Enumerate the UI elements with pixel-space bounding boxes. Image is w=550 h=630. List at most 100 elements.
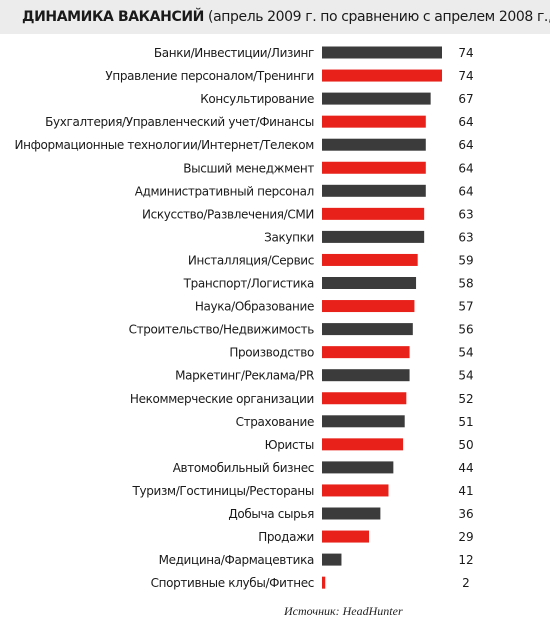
bar bbox=[322, 576, 326, 589]
bar bbox=[322, 115, 426, 128]
category-label: Маркетинг/Реклама/PR bbox=[175, 369, 314, 383]
category-label: Некоммерческие организации bbox=[130, 392, 314, 406]
bar bbox=[322, 184, 426, 197]
category-label: Управление персоналом/Тренинги bbox=[105, 69, 314, 83]
bar-row: Информационные технологии/Интернет/Телек… bbox=[14, 138, 473, 152]
bar bbox=[322, 92, 431, 105]
bar-row: Юристы 50 bbox=[265, 438, 474, 452]
value-label: 52 bbox=[458, 392, 473, 406]
value-label: 56 bbox=[458, 323, 473, 337]
value-label: 67 bbox=[458, 92, 473, 106]
bar bbox=[322, 253, 418, 266]
bar bbox=[322, 553, 342, 566]
bar bbox=[322, 300, 415, 313]
title-bar bbox=[0, 0, 550, 34]
bar-row: Высший менеджмент 64 bbox=[183, 161, 473, 175]
bar-row: Управление персоналом/Тренинги 74 bbox=[105, 69, 473, 83]
category-label: Добыча сырья bbox=[228, 507, 314, 521]
bar bbox=[322, 415, 405, 428]
value-label: 74 bbox=[458, 46, 473, 60]
category-label: Банки/Инвестиции/Лизинг bbox=[154, 46, 314, 60]
category-label: Туризм/Гостиницы/Рестораны bbox=[132, 484, 314, 498]
bar bbox=[322, 46, 442, 59]
category-label: Наука/Образование bbox=[195, 300, 314, 314]
category-label: Инсталляция/Сервис bbox=[188, 253, 314, 267]
category-label: Страхование bbox=[236, 415, 314, 429]
category-label: Производство bbox=[229, 346, 314, 360]
bar-row: Искусство/Развлечения/СМИ 63 bbox=[142, 207, 474, 221]
value-label: 64 bbox=[458, 161, 473, 175]
bar-row: Маркетинг/Реклама/PR 54 bbox=[175, 369, 474, 383]
category-label: Строительство/Недвижимость bbox=[129, 323, 315, 337]
category-label: Высший менеджмент bbox=[183, 161, 314, 175]
value-label: 54 bbox=[458, 369, 473, 383]
bar bbox=[322, 392, 407, 405]
bar-row: Консультирование 67 bbox=[200, 92, 473, 106]
chart-title-line: ДИНАМИКА ВАКАНСИЙ (апрель 2009 г. по сра… bbox=[22, 9, 550, 25]
bar-row: Автомобильный бизнес 44 bbox=[173, 461, 474, 475]
category-label: Юристы bbox=[265, 438, 314, 452]
bar bbox=[322, 277, 417, 289]
bar-row: Продажи 29 bbox=[258, 530, 473, 544]
category-label: Закупки bbox=[264, 230, 314, 244]
bar-row: Транспорт/Логистика 58 bbox=[183, 277, 474, 291]
value-label: 51 bbox=[458, 415, 473, 429]
bar-row: Административный персонал 64 bbox=[135, 184, 474, 198]
bar-row: Бухгалтерия/Управленческий учет/Финансы 6… bbox=[45, 115, 474, 129]
bar-row: Производство 54 bbox=[229, 346, 473, 360]
category-label: Информационные технологии/Интернет/Телек… bbox=[14, 138, 314, 152]
category-label: Транспорт/Логистика bbox=[183, 277, 314, 291]
bar-row: Инсталляция/Сервис 59 bbox=[188, 253, 474, 267]
category-label: Медицина/Фармацевтика bbox=[159, 553, 314, 567]
bar bbox=[322, 230, 425, 243]
category-label: Автомобильный бизнес bbox=[173, 461, 314, 475]
bar-row: Спортивные клубы/Фитнес 2 bbox=[151, 576, 470, 590]
bar-row: Строительство/Недвижимость 56 bbox=[129, 323, 474, 337]
bar bbox=[322, 507, 381, 520]
chart-title: ДИНАМИКА ВАКАНСИЙ bbox=[22, 9, 204, 25]
value-label: 59 bbox=[458, 253, 473, 267]
value-label: 57 bbox=[458, 300, 473, 314]
bar-row: Туризм/Гостиницы/Рестораны 41 bbox=[132, 484, 474, 498]
bar bbox=[322, 438, 404, 451]
value-label: 63 bbox=[458, 230, 473, 244]
value-label: 58 bbox=[458, 277, 473, 291]
bar-row: Добыча сырья 36 bbox=[228, 507, 473, 521]
value-label: 12 bbox=[458, 553, 473, 567]
value-label: 2 bbox=[462, 576, 470, 590]
value-label: 36 bbox=[458, 507, 473, 521]
bar bbox=[322, 346, 410, 359]
bar-row: Банки/Инвестиции/Лизинг 74 bbox=[154, 46, 474, 60]
category-label: Административный персонал bbox=[135, 184, 314, 198]
chart-source: Источник: HeadHunter bbox=[284, 604, 403, 618]
value-label: 64 bbox=[458, 115, 473, 129]
value-label: 54 bbox=[458, 346, 473, 360]
bar bbox=[322, 161, 426, 174]
category-label: Спортивные клубы/Фитнес bbox=[151, 576, 314, 590]
category-label: Продажи bbox=[258, 530, 314, 544]
category-label: Искусство/Развлечения/СМИ bbox=[142, 207, 314, 221]
value-label: 41 bbox=[458, 484, 473, 498]
bar-row: Страхование 51 bbox=[236, 415, 474, 429]
bar bbox=[322, 369, 410, 382]
category-label: Консультирование bbox=[200, 92, 314, 106]
category-label: Бухгалтерия/Управленческий учет/Финансы bbox=[45, 115, 314, 129]
bar-row: Наука/Образование 57 bbox=[195, 300, 474, 314]
bar bbox=[322, 69, 442, 82]
bar bbox=[322, 484, 389, 497]
bar-row: Медицина/Фармацевтика 12 bbox=[159, 553, 474, 567]
bar bbox=[322, 207, 425, 220]
value-label: 64 bbox=[458, 138, 473, 152]
value-label: 29 bbox=[458, 530, 473, 544]
bar-row: Некоммерческие организации 52 bbox=[130, 392, 474, 406]
bar bbox=[322, 323, 413, 336]
chart-subtitle: (апрель 2009 г. по сравнению с апрелем 2… bbox=[208, 9, 550, 25]
bar bbox=[322, 530, 370, 543]
value-label: 74 bbox=[458, 69, 473, 83]
value-label: 63 bbox=[458, 207, 473, 221]
value-label: 64 bbox=[458, 184, 473, 198]
bar bbox=[322, 138, 426, 151]
bar bbox=[322, 461, 394, 474]
value-label: 44 bbox=[458, 461, 473, 475]
